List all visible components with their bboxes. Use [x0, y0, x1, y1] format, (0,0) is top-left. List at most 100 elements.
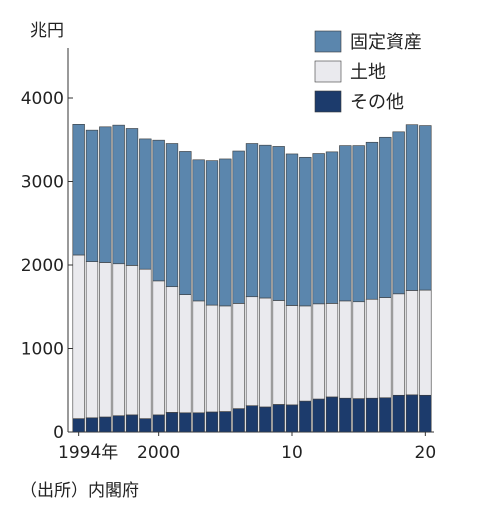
- bar-2000-その他: [152, 414, 165, 433]
- bar-1997-その他: [112, 415, 125, 433]
- bar-2007-固定資産: [245, 143, 259, 298]
- bar-2015-その他: [352, 398, 365, 433]
- bar-1996-土地: [99, 262, 112, 418]
- y-tick-label: 4000: [21, 89, 64, 109]
- bar-2003-固定資産: [192, 159, 205, 302]
- bar-2002-土地: [179, 294, 192, 414]
- bar-1999-固定資産: [139, 138, 152, 270]
- bar-2010-土地: [285, 305, 299, 406]
- y-tick-label: 0: [53, 423, 64, 443]
- bar-2000-固定資産: [152, 139, 165, 282]
- bar-2013-固定資産: [325, 151, 339, 304]
- bar-2006-固定資産: [232, 150, 245, 304]
- bar-1998-その他: [125, 414, 139, 433]
- bar-2017-固定資産: [379, 136, 392, 298]
- bar-2014-その他: [339, 397, 352, 433]
- bar-2013-その他: [325, 396, 339, 433]
- source-note: （出所）内閣府: [20, 481, 139, 501]
- legend-label-土地: 土地: [350, 62, 386, 83]
- x-tick-label: 2000: [137, 443, 180, 463]
- bar-2006-土地: [232, 303, 245, 409]
- y-axis-unit-label: 兆円: [30, 21, 64, 41]
- bar-2008-その他: [259, 406, 272, 433]
- bar-2002-その他: [179, 412, 192, 433]
- bar-2001-固定資産: [165, 143, 179, 288]
- bar-2013-土地: [325, 303, 339, 398]
- bar-2005-土地: [219, 305, 232, 412]
- bar-2003-その他: [192, 412, 205, 433]
- stacked-bar-chart: 兆円 0 1000 2000 3000 4000 1994年 2000 10 20 固定資産土地そ…: [21, 21, 436, 463]
- bar-1995-固定資産: [85, 129, 99, 262]
- bar-1995-土地: [85, 261, 99, 419]
- x-tick-label: 10: [281, 443, 303, 463]
- legend-label-その他: その他: [350, 92, 404, 113]
- bar-2017-その他: [379, 397, 392, 433]
- legend-label-固定資産: 固定資産: [350, 32, 422, 53]
- bar-1994-土地: [72, 254, 85, 419]
- bar-1998-土地: [125, 265, 139, 416]
- bar-2005-固定資産: [219, 158, 232, 307]
- bar-2020-土地: [419, 289, 432, 396]
- legend-swatch-固定資産: [314, 30, 342, 53]
- bar-1994-その他: [72, 418, 85, 433]
- bar-2019-その他: [405, 394, 419, 433]
- legend-swatch-土地: [314, 60, 342, 83]
- bar-2018-固定資産: [392, 131, 405, 295]
- bar-1997-土地: [112, 263, 125, 417]
- bar-2011-土地: [299, 305, 312, 402]
- bar-2014-土地: [339, 300, 352, 399]
- bar-2005-その他: [219, 411, 232, 433]
- bar-2011-固定資産: [299, 156, 312, 307]
- bar-2001-その他: [165, 412, 179, 433]
- bar-2009-土地: [272, 300, 285, 405]
- bar-2003-土地: [192, 300, 205, 414]
- bar-2010-その他: [285, 404, 299, 433]
- bar-2006-その他: [232, 408, 245, 433]
- bar-2000-土地: [152, 280, 165, 416]
- bar-2016-固定資産: [365, 141, 379, 300]
- bar-1999-その他: [139, 418, 152, 433]
- bar-2004-土地: [205, 304, 219, 413]
- bar-1996-その他: [99, 416, 112, 433]
- bar-2018-その他: [392, 394, 405, 433]
- bar-2007-土地: [245, 296, 259, 407]
- bar-1999-土地: [139, 268, 152, 419]
- bar-2004-その他: [205, 411, 219, 433]
- x-tick-label: 1994年: [58, 443, 118, 463]
- bar-1995-その他: [85, 417, 99, 433]
- bar-2009-固定資産: [272, 146, 285, 301]
- bars: [72, 124, 432, 433]
- bar-2019-固定資産: [405, 124, 419, 291]
- bar-2001-土地: [165, 286, 179, 413]
- bar-1998-固定資産: [125, 128, 139, 266]
- bar-2004-固定資産: [205, 160, 219, 306]
- bar-2020-その他: [419, 394, 432, 433]
- bar-2020-固定資産: [419, 125, 432, 291]
- bar-2016-その他: [365, 397, 379, 433]
- x-tick-label: 20: [415, 443, 437, 463]
- bar-2015-固定資産: [352, 145, 365, 303]
- y-tick-label: 3000: [21, 173, 64, 193]
- bar-2012-その他: [312, 398, 325, 433]
- y-tick-label: 2000: [21, 256, 64, 276]
- bar-2018-土地: [392, 293, 405, 396]
- bar-2002-固定資産: [179, 151, 192, 295]
- bar-2012-固定資産: [312, 153, 325, 305]
- bar-2016-土地: [365, 298, 379, 399]
- bar-1994-固定資産: [72, 124, 85, 256]
- y-tick-label: 1000: [21, 340, 64, 360]
- bar-1996-固定資産: [99, 126, 112, 263]
- bar-2014-固定資産: [339, 145, 352, 302]
- bar-2017-土地: [379, 297, 392, 399]
- legend-swatch-その他: [314, 90, 342, 113]
- bar-2008-土地: [259, 297, 272, 408]
- bar-2007-その他: [245, 405, 259, 433]
- axes: 兆円 0 1000 2000 3000 4000 1994年 2000 10 20: [21, 21, 436, 463]
- bar-2015-土地: [352, 301, 365, 399]
- bar-2019-土地: [405, 290, 419, 396]
- bar-2012-土地: [312, 303, 325, 400]
- bar-2011-その他: [299, 400, 312, 433]
- bar-2010-固定資産: [285, 153, 299, 306]
- bar-2008-固定資産: [259, 144, 272, 299]
